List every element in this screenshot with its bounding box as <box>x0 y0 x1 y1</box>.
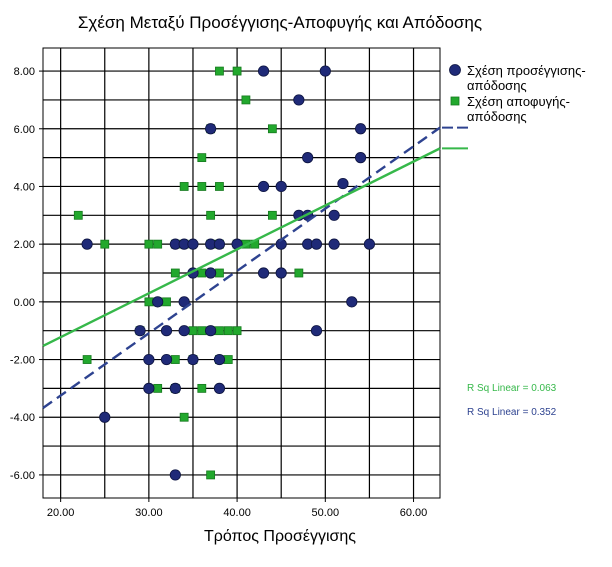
avoidance-point <box>223 355 233 364</box>
avoidance-point <box>82 355 92 364</box>
avoidance-fit-line <box>42 147 441 348</box>
avoidance-point <box>100 239 110 249</box>
approach-point <box>205 325 217 337</box>
approach-point <box>346 296 358 308</box>
avoidance-point <box>215 182 224 191</box>
x-axis-label: Τρόπος Προσέγγισης <box>204 528 356 545</box>
avoidance-point <box>215 66 224 76</box>
avoidance-point <box>232 66 242 76</box>
avoidance-point <box>179 182 189 191</box>
chart-title: Σχέση Μεταξύ Προσέγγισης-Αποφυγής και Απ… <box>78 13 482 32</box>
x-tick-label: 60.00 <box>400 507 428 519</box>
avoidance-point <box>144 297 154 307</box>
approach-point <box>337 177 349 190</box>
avoidance-point <box>232 326 242 336</box>
approach-point <box>169 382 181 394</box>
y-tick-label: -6.00 <box>10 470 35 482</box>
avoidance-point <box>153 239 163 249</box>
approach-point <box>354 152 367 164</box>
approach-point <box>81 238 93 250</box>
avoidance-point <box>206 210 216 220</box>
avoidance-point <box>197 268 207 278</box>
avoidance-point <box>206 470 216 480</box>
plot-area: 20.00 30.00 40.00 50.00 60.00 -6.00 -4.00 -2.00… <box>10 47 468 519</box>
avoidance-point <box>197 326 207 336</box>
y-tick-label: 6.00 <box>14 124 35 136</box>
approach-point <box>160 325 173 337</box>
approach-point <box>143 382 155 394</box>
approach-point <box>257 267 270 279</box>
approach-point <box>354 123 367 135</box>
avoidance-point <box>223 326 233 336</box>
legend-label: απόδοσης <box>467 78 527 93</box>
r-squared-labels: R Sq Linear = 0.352 R Sq Linear = 0.063 <box>467 383 557 418</box>
approach-point <box>310 238 323 250</box>
approach-point <box>169 469 181 481</box>
y-tick-label: 4.00 <box>14 181 35 193</box>
legend-label: Σχέση αποφυγής- <box>467 94 570 109</box>
legend-label: Σχέση προσέγγισης- <box>467 63 586 78</box>
x-tick-label: 20.00 <box>47 507 75 519</box>
y-tick-label: 2.00 <box>14 239 35 251</box>
approach-point <box>99 411 111 423</box>
avoidance-point <box>170 355 180 364</box>
approach-point <box>152 296 164 308</box>
legend-circle-marker <box>449 64 461 76</box>
approach-point <box>257 180 270 193</box>
x-tick-label: 40.00 <box>223 507 251 519</box>
avoidance-point <box>215 326 224 336</box>
avoidance-point <box>188 326 198 336</box>
legend-square-marker <box>450 96 460 106</box>
approach-point <box>328 209 340 221</box>
approach-point <box>319 65 331 77</box>
avoidance-point <box>267 124 277 134</box>
x-tick-label: 30.00 <box>135 507 163 519</box>
x-tick-label: 50.00 <box>312 507 340 519</box>
r-squared-label: R Sq Linear = 0.063 <box>467 383 557 394</box>
avoidance-point <box>144 239 154 249</box>
approach-point <box>178 325 190 337</box>
approach-point <box>293 94 305 106</box>
approach-point <box>187 353 199 366</box>
y-tick-label: -2.00 <box>10 355 35 367</box>
avoidance-point <box>73 210 83 220</box>
approach-point <box>205 123 217 135</box>
r-squared-label: R Sq Linear = 0.352 <box>467 407 557 418</box>
approach-point <box>160 353 173 366</box>
avoidance-point <box>197 182 207 191</box>
avoidance-point <box>162 297 171 307</box>
approach-point <box>328 238 340 250</box>
approach-point <box>213 382 226 394</box>
approach-point <box>275 180 287 193</box>
legend-label: απόδοσης <box>467 109 527 124</box>
avoidance-point <box>197 383 207 393</box>
approach-point <box>363 238 376 250</box>
avoidance-point <box>170 268 180 278</box>
y-tick-label: 0.00 <box>14 297 35 309</box>
approach-point <box>187 238 199 250</box>
avoidance-point <box>215 268 224 278</box>
y-tick-label: 8.00 <box>14 66 35 78</box>
approach-point <box>302 152 314 164</box>
avoidance-point <box>197 153 207 163</box>
approach-point <box>213 238 226 250</box>
approach-point <box>310 325 323 337</box>
approach-point <box>134 325 146 337</box>
avoidance-point <box>241 95 251 105</box>
y-tick-label: -4.00 <box>10 412 35 424</box>
approach-point <box>275 267 287 279</box>
avoidance-point <box>294 268 304 278</box>
approach-point <box>257 65 270 77</box>
avoidance-point <box>267 210 277 220</box>
approach-point <box>143 353 155 366</box>
approach-point <box>205 267 217 279</box>
approach-point <box>213 353 226 366</box>
avoidance-point <box>179 412 189 422</box>
avoidance-point <box>153 383 163 393</box>
approach-fit-line <box>42 126 441 409</box>
